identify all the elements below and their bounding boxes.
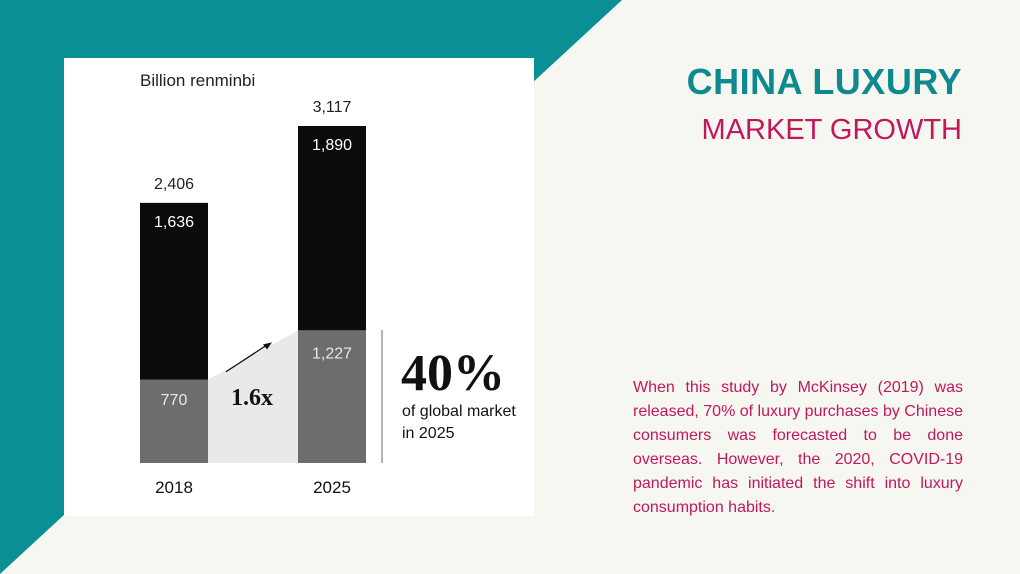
category-label-2018: 2018 [155, 478, 193, 497]
callout-value: 40% [401, 345, 505, 402]
page-title: CHINA LUXURY [686, 61, 962, 102]
total-label-2018: 2,406 [154, 176, 194, 193]
segment-label-2018-top: 1,636 [154, 214, 194, 231]
segment-label-2018-bottom: 770 [161, 392, 188, 409]
segment-label-2025-bottom: 1,227 [312, 345, 352, 362]
growth-arrow [225, 343, 269, 373]
total-label-2025: 3,117 [313, 99, 352, 116]
stacked-bar-chart: Billion renminbi 1.6x 2,406 3,117 770 1,… [140, 71, 516, 497]
unit-label: Billion renminbi [140, 71, 255, 90]
growth-label: 1.6x [231, 385, 273, 411]
title-block: CHINA LUXURY MARKET GROWTH [687, 60, 962, 148]
growth-wedge [208, 330, 298, 463]
bar-2025-domestic [298, 330, 366, 463]
bar-2018-domestic [140, 379, 208, 463]
bar-2018-overseas [140, 202, 208, 380]
bar-2025-overseas [298, 126, 366, 331]
segment-label-2025-top: 1,890 [312, 137, 352, 154]
growth-arrowhead [263, 342, 272, 350]
category-label-2025: 2025 [313, 478, 351, 497]
callout-text-line2: in 2025 [402, 425, 455, 442]
callout-text-line1: of global market [402, 403, 516, 420]
page-subtitle: MARKET GROWTH [701, 114, 962, 146]
chart-card: Billion renminbi 1.6x 2,406 3,117 770 1,… [64, 58, 534, 516]
description-text: When this study by McKinsey (2019) was r… [633, 379, 963, 516]
